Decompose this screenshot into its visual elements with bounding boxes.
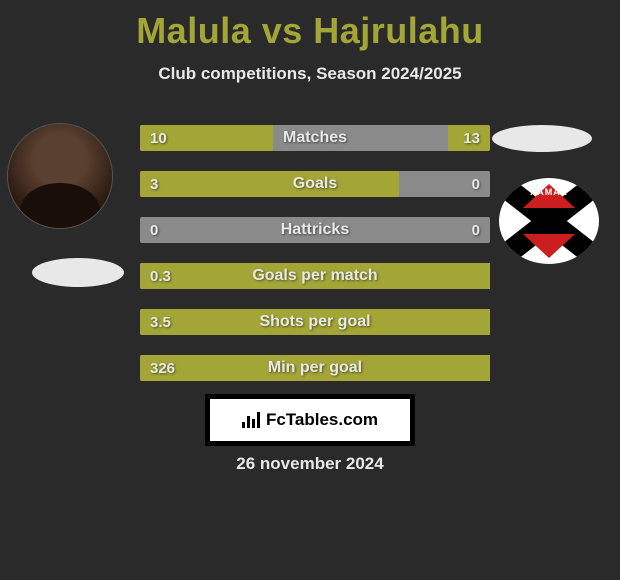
player-badge-right-top [492, 125, 592, 152]
club-badge-label: XAMAX [499, 187, 599, 197]
page-title: Malula vs Hajrulahu [0, 0, 620, 52]
stat-row: Hattricks0 0 [140, 217, 490, 243]
stat-row: Shots per goal3.5 [140, 309, 490, 335]
chart-icon [242, 412, 260, 428]
watermark: FcTables.com [205, 394, 415, 446]
stat-row: Matches10 13 [140, 125, 490, 151]
stat-value-left: 326 [150, 355, 175, 381]
player-avatar-left [8, 124, 112, 228]
date-label: 26 november 2024 [0, 454, 620, 474]
stat-row: Goals3 0 [140, 171, 490, 197]
stat-value-right: 13 [463, 125, 480, 151]
stat-value-left: 0.3 [150, 263, 171, 289]
watermark-text: FcTables.com [266, 410, 378, 430]
stat-label: Min per goal [140, 355, 490, 381]
stat-label: Hattricks [140, 217, 490, 243]
stat-label: Shots per goal [140, 309, 490, 335]
stat-row: Min per goal326 [140, 355, 490, 381]
stat-value-left: 3.5 [150, 309, 171, 335]
stat-label: Matches [140, 125, 490, 151]
stat-value-left: 3 [150, 171, 158, 197]
stat-label: Goals [140, 171, 490, 197]
stat-value-right: 0 [472, 217, 480, 243]
player-badge-left [32, 258, 124, 287]
stat-value-left: 0 [150, 217, 158, 243]
club-badge-right: XAMAX [499, 178, 599, 264]
stat-value-right: 0 [472, 171, 480, 197]
stat-value-left: 10 [150, 125, 167, 151]
stat-label: Goals per match [140, 263, 490, 289]
stat-rows: Matches1013Goals30Hattricks00Goals per m… [140, 125, 490, 401]
subtitle: Club competitions, Season 2024/2025 [0, 64, 620, 84]
stat-row: Goals per match0.3 [140, 263, 490, 289]
